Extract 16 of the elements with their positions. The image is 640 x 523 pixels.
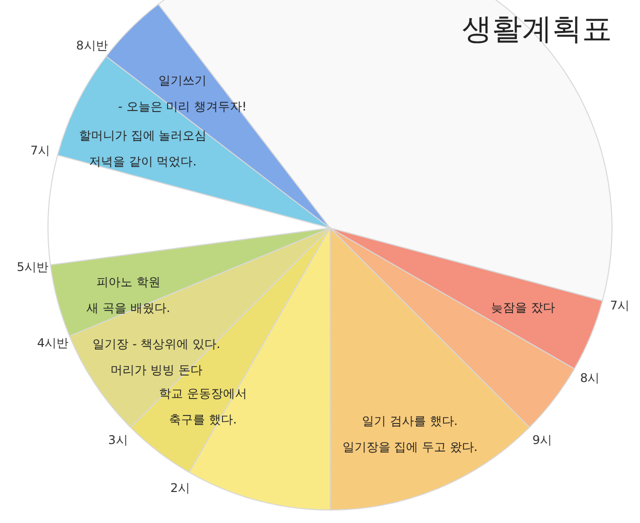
slice-label: 일기 검사를 했다. 일기장을 집에 두고 왔다. [342, 414, 478, 454]
slice-label: 할머니가 집에 놀러오심 저녁을 같이 먹었다. [79, 128, 207, 169]
text: 8시반 [76, 38, 108, 52]
text: 5시반 [16, 260, 48, 274]
text: 2시 [170, 480, 190, 495]
text: 8시 [580, 370, 600, 385]
slice-label: 학교 운동장에서 축구를 했다. [159, 386, 247, 427]
text: 4시반 [37, 336, 69, 350]
slice-label: 일기장 - 책상위에 있다. 머리가 빙빙 돈다 [92, 337, 220, 378]
text: 3시 [108, 433, 128, 448]
text: 9시 [532, 433, 552, 448]
text: 7시 [30, 143, 50, 158]
slice-label: 늦잠을 잤다 [490, 300, 555, 315]
slice-label: 피아노 학원 새 곡을 배웠다. [86, 275, 170, 316]
chart-title: 생활계획표 [462, 12, 612, 47]
text: 7시 [610, 298, 630, 312]
